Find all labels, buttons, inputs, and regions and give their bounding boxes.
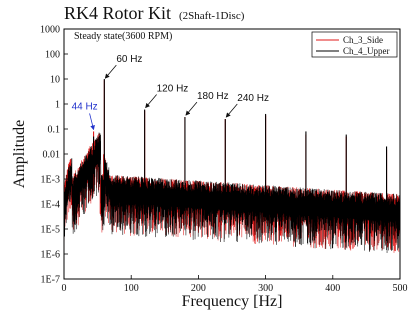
y-tick-label: 0.01 xyxy=(43,150,61,161)
x-tick-label: 200 xyxy=(191,283,206,294)
plot-data xyxy=(64,79,400,253)
annotation-label: 180 Hz xyxy=(197,91,229,102)
legend-label-ch3: Ch_3_Side xyxy=(343,35,383,45)
annotation-label: 120 Hz xyxy=(157,84,189,95)
annotation-label: 60 Hz xyxy=(116,54,142,65)
legend: Ch_3_Side Ch_4_Upper xyxy=(311,31,398,58)
annotation-arrow xyxy=(145,94,157,109)
x-axis-ticks: 0 100 200 300 400 500 xyxy=(62,275,408,294)
chart-subtitle: (2Shaft-1Disc) xyxy=(179,10,245,22)
y-tick-label: 1E-5 xyxy=(41,225,60,236)
x-axis-label: Frequency [Hz] xyxy=(182,293,283,310)
y-tick-label: 100 xyxy=(45,50,60,61)
condition-label: Steady state(3600 RPM) xyxy=(74,31,172,42)
x-tick-label: 300 xyxy=(258,283,273,294)
annotation-arrow xyxy=(104,64,117,79)
annotation-arrow xyxy=(89,113,95,131)
y-tick-label: 1 xyxy=(55,100,60,111)
annotation-arrow xyxy=(225,103,238,118)
y-tick-label: 10 xyxy=(50,75,60,86)
legend-label-ch4: Ch_4_Upper xyxy=(343,46,390,56)
y-tick-label: 1000 xyxy=(40,25,60,36)
annotation-label: 240 Hz xyxy=(237,93,269,104)
x-tick-label: 0 xyxy=(62,283,67,294)
legend-box xyxy=(311,31,398,58)
y-tick-label: 1E-7 xyxy=(41,275,60,286)
series-line-ch4 xyxy=(64,132,400,253)
peak-annotations: 44 Hz 60 Hz 120 Hz 180 Hz 240 Hz xyxy=(72,54,269,131)
chart-title: RK4 Rotor Kit xyxy=(64,3,171,23)
y-tick-label: 1E-4 xyxy=(41,200,60,211)
x-tick-label: 400 xyxy=(325,283,340,294)
y-axis-label: Amplitude xyxy=(11,120,28,188)
x-tick-label: 100 xyxy=(124,283,139,294)
annotation-arrow xyxy=(185,101,198,116)
y-tick-label: 0.1 xyxy=(48,125,61,136)
y-axis-ticks: 1E-7 1E-6 1E-5 1E-4 1E-3 0.01 0.1 1 10 100 1000 xyxy=(40,25,68,286)
y-tick-label: 1E-3 xyxy=(41,175,60,186)
annotation-label: 44 Hz xyxy=(72,101,98,112)
y-tick-label: 1E-6 xyxy=(41,250,60,261)
x-tick-label: 500 xyxy=(393,283,408,294)
